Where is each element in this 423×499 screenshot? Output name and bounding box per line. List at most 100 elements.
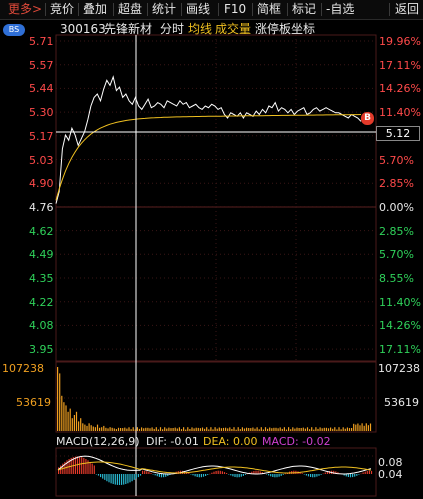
macd-histogram-bar <box>87 460 89 474</box>
percent-tick-right: 2.85% <box>379 177 414 191</box>
macd-label: MACD(12,26,9) <box>56 435 140 448</box>
remove-watchlist-button[interactable]: -自选 <box>326 2 355 16</box>
volume-bar <box>157 429 159 431</box>
toolbar-divider <box>78 3 79 16</box>
macd-histogram-bar <box>274 474 276 478</box>
macd-histogram-bar <box>360 473 362 475</box>
macd-histogram-bar <box>100 474 102 478</box>
tab-volume[interactable]: 成交量 <box>215 22 252 36</box>
macd-histogram-bar <box>207 474 209 475</box>
volume-bar <box>359 425 361 431</box>
back-button[interactable]: 返回 <box>395 2 420 16</box>
percent-tick-right: 5.70% <box>379 248 414 262</box>
macd-histogram-bar <box>142 470 144 474</box>
volume-bar <box>187 427 189 431</box>
tab-timeshare[interactable]: 分时 <box>160 22 185 36</box>
super-plate-button[interactable]: 超盘 <box>118 2 143 16</box>
more-button[interactable]: 更多> <box>8 2 43 16</box>
volume-bar <box>281 428 283 431</box>
percent-tick-right: 8.55% <box>379 272 414 285</box>
macd-histogram-bar <box>284 473 286 475</box>
volume-bar <box>99 427 101 431</box>
volume-bar <box>225 427 227 431</box>
macd-histogram-bar <box>320 474 322 475</box>
volume-bar <box>330 427 332 431</box>
volume-bar <box>159 427 162 431</box>
auction-button[interactable]: 竞价 <box>50 2 75 16</box>
macd-histogram-bar <box>137 474 139 478</box>
volume-bar <box>124 427 126 431</box>
volume-bar <box>306 427 309 431</box>
macd-histogram-bar <box>316 474 318 477</box>
price-tick-left: 4.35 <box>29 272 54 285</box>
macd-histogram-bar <box>236 474 238 478</box>
stock-code: 300163 <box>60 22 106 36</box>
volume-bar <box>351 428 353 431</box>
volume-panel-frame <box>55 361 377 433</box>
volume-bar <box>197 427 199 431</box>
volume-bar <box>101 427 103 431</box>
macd-histogram-bar <box>312 474 314 478</box>
overlay-button[interactable]: 叠加 <box>83 2 108 16</box>
macd-histogram-bar <box>366 470 368 474</box>
volume-bar <box>120 428 122 431</box>
volume-bar <box>252 427 254 431</box>
macd-histogram-bar <box>345 474 347 477</box>
volume-bar <box>319 427 321 431</box>
macd-histogram-bar <box>282 474 284 475</box>
volume-bar <box>271 428 273 431</box>
macd-histogram-bar <box>60 465 62 474</box>
macd-histogram-bar <box>305 474 307 476</box>
macd-histogram-bar <box>167 474 169 476</box>
price-tick-left: 5.57 <box>29 58 54 72</box>
f10-button[interactable]: F10 <box>224 2 247 16</box>
macd-histogram-bar <box>156 474 158 477</box>
volume-bar <box>151 427 153 431</box>
macd-histogram-bar <box>310 474 312 477</box>
macd-histogram-bar <box>58 467 60 474</box>
macd-histogram-bar <box>257 470 259 474</box>
toolbar-divider <box>113 3 114 16</box>
macd-histogram-bar <box>370 470 373 474</box>
simple-frame-button[interactable]: 简框 <box>257 2 282 16</box>
volume-bar <box>122 428 124 431</box>
bs-toggle-badge[interactable]: BS <box>3 24 25 36</box>
statistics-button[interactable]: 统计 <box>152 2 177 16</box>
volume-bar <box>132 427 134 431</box>
volume-bar <box>128 427 130 431</box>
tab-average-line[interactable]: 均线 <box>188 22 213 36</box>
macd-histogram-bar <box>324 472 326 474</box>
volume-bar <box>262 429 264 431</box>
buy-signal-marker[interactable]: B <box>361 112 374 125</box>
macd-histogram-bar <box>253 471 255 474</box>
volume-bar <box>105 427 107 431</box>
draw-line-button[interactable]: 画线 <box>186 2 211 16</box>
macd-histogram-bar <box>102 474 104 479</box>
volume-bar <box>300 428 302 431</box>
volume-bar <box>162 429 164 431</box>
mark-button[interactable]: 标记 <box>292 2 317 16</box>
macd-histogram-bar <box>337 472 339 474</box>
macd-dea-line <box>57 461 371 474</box>
volume-bar <box>294 428 296 431</box>
volume-bar <box>227 428 229 431</box>
volume-bar <box>183 427 185 431</box>
stock-name: 先锋新材 <box>104 22 153 36</box>
price-tick-left: 4.62 <box>29 224 54 238</box>
volume-bar <box>338 427 340 431</box>
volume-bar <box>189 429 191 431</box>
macd-histogram-bar <box>268 474 270 476</box>
volume-bar <box>57 367 59 431</box>
volume-bar <box>138 428 141 431</box>
macd-histogram-bar <box>108 474 110 483</box>
volume-bar <box>141 427 143 431</box>
volume-bar <box>264 427 267 431</box>
tab-limit-up-axis[interactable]: 涨停板坐标 <box>255 22 316 36</box>
macd-histogram-bar <box>118 474 121 485</box>
macd-histogram-bar <box>280 474 282 476</box>
volume-bar <box>94 427 96 431</box>
volume-bar <box>153 428 155 431</box>
volume-bar <box>204 428 206 431</box>
price-tick-left: 4.49 <box>29 248 54 262</box>
